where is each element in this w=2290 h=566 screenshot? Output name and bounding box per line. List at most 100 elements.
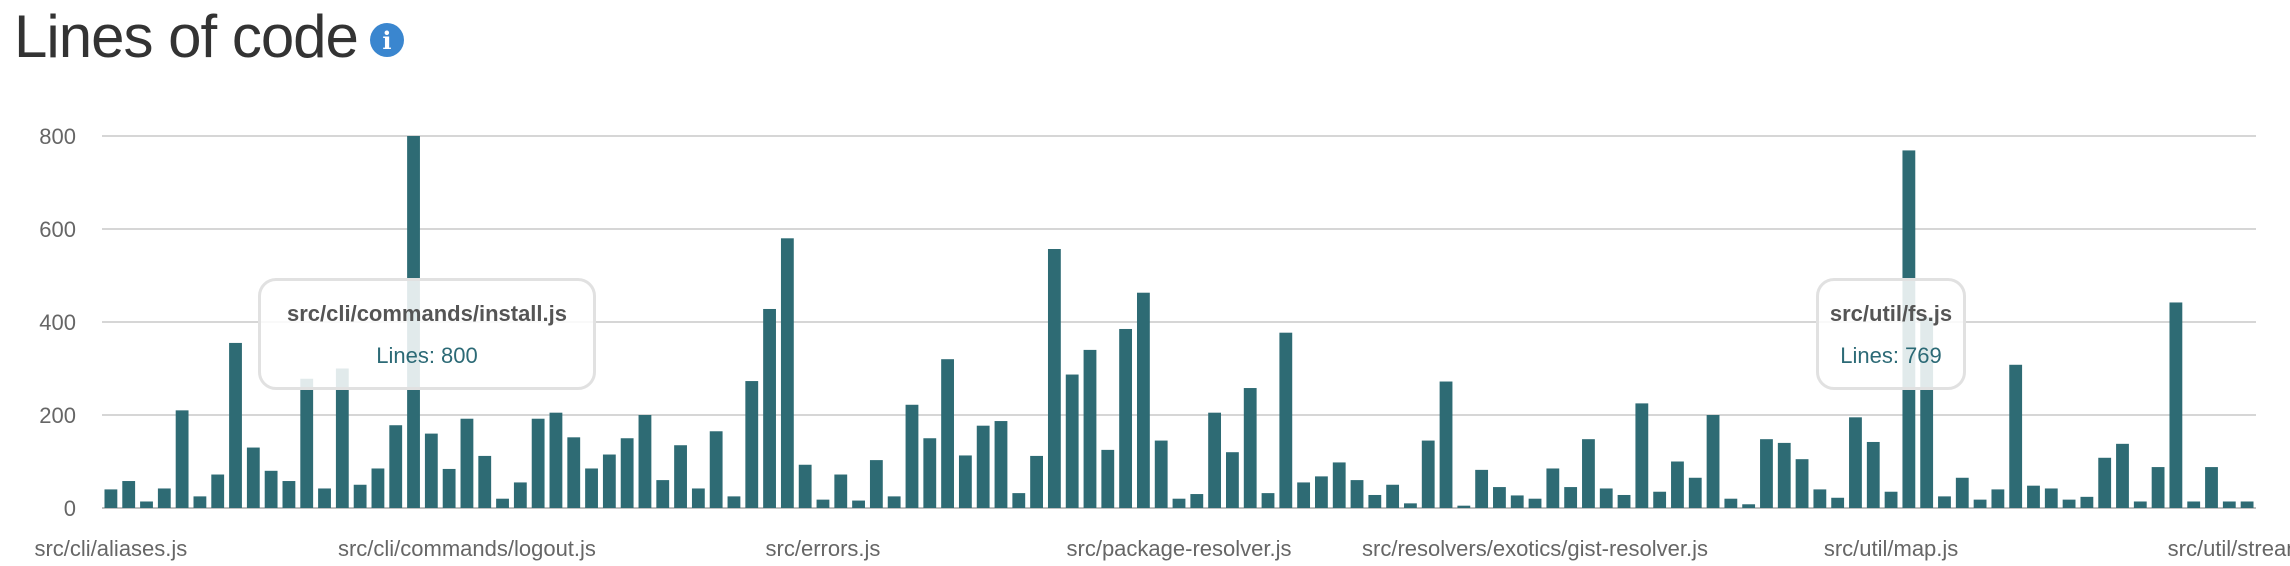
bar[interactable] [531, 418, 545, 508]
bar[interactable] [1047, 249, 1061, 508]
bar[interactable] [1493, 487, 1506, 508]
info-icon[interactable]: i [369, 23, 404, 57]
bar[interactable] [958, 455, 972, 508]
bar[interactable] [1973, 499, 1987, 508]
bar[interactable] [1065, 374, 1079, 508]
bar[interactable] [780, 238, 794, 509]
bar[interactable] [2151, 467, 2165, 508]
bar[interactable] [1866, 441, 1880, 508]
bar[interactable] [2027, 485, 2040, 508]
bar[interactable] [1172, 498, 1186, 508]
bar[interactable] [1261, 493, 1275, 508]
bar[interactable] [1421, 440, 1435, 508]
bar[interactable] [1617, 494, 1631, 508]
bar[interactable] [318, 488, 331, 508]
bar[interactable] [1226, 452, 1239, 508]
bar[interactable] [2133, 501, 2147, 508]
bar[interactable] [104, 489, 118, 508]
bar[interactable] [1101, 449, 1115, 509]
bar[interactable] [175, 410, 189, 508]
bar[interactable] [976, 425, 990, 508]
bar[interactable] [798, 464, 812, 508]
bar[interactable] [2240, 501, 2254, 508]
bar[interactable] [1243, 388, 1257, 508]
bar[interactable] [1439, 381, 1453, 508]
bar[interactable] [638, 415, 652, 508]
bar[interactable] [1279, 332, 1293, 508]
bar[interactable] [1386, 484, 1400, 508]
bar[interactable] [852, 500, 865, 508]
bar[interactable] [763, 308, 776, 508]
bar[interactable] [1760, 439, 1773, 508]
bar[interactable] [389, 425, 403, 508]
bar[interactable] [1742, 504, 1756, 508]
bar[interactable] [1795, 459, 1809, 508]
bar[interactable] [834, 474, 848, 508]
bar[interactable] [1599, 488, 1613, 508]
bar[interactable] [1475, 469, 1489, 508]
bar[interactable] [2169, 302, 2183, 508]
bar[interactable] [2098, 457, 2112, 508]
bar[interactable] [602, 454, 616, 508]
bar[interactable] [460, 418, 474, 508]
bar[interactable] [335, 368, 349, 509]
bar[interactable] [353, 484, 367, 508]
bar[interactable] [994, 421, 1008, 508]
bar[interactable] [1510, 495, 1524, 508]
bar[interactable] [1582, 439, 1595, 508]
bar[interactable] [1208, 412, 1222, 508]
bar[interactable] [282, 481, 296, 508]
bar[interactable] [1315, 476, 1328, 508]
bar[interactable] [1938, 496, 1951, 509]
bar[interactable] [264, 470, 278, 508]
bar[interactable] [816, 499, 830, 508]
bar[interactable] [656, 480, 670, 508]
bar[interactable] [1688, 477, 1702, 508]
bar[interactable] [211, 474, 225, 508]
bar[interactable] [905, 404, 919, 508]
bar[interactable] [887, 496, 901, 509]
bar[interactable] [2205, 467, 2218, 508]
bar[interactable] [371, 468, 385, 508]
bar[interactable] [157, 488, 171, 508]
bar[interactable] [1030, 455, 1043, 508]
bar[interactable] [2187, 501, 2201, 508]
bar[interactable] [1813, 489, 1827, 508]
bar[interactable] [1190, 494, 1204, 508]
bar[interactable] [140, 501, 153, 508]
bar[interactable] [869, 460, 883, 508]
bar[interactable] [246, 447, 260, 508]
bar[interactable] [1777, 442, 1791, 508]
bar[interactable] [620, 438, 634, 508]
bar[interactable] [1136, 292, 1150, 508]
bar[interactable] [2222, 501, 2236, 508]
bar[interactable] [193, 496, 207, 509]
bar[interactable] [2116, 443, 2129, 508]
bar[interactable] [709, 431, 723, 508]
bar[interactable] [1546, 468, 1560, 508]
bar[interactable] [424, 433, 438, 508]
bar[interactable] [923, 438, 937, 508]
bar[interactable] [496, 498, 509, 508]
bar[interactable] [691, 488, 705, 508]
bar[interactable] [1528, 498, 1542, 508]
bar[interactable] [1368, 494, 1382, 508]
bar[interactable] [2080, 496, 2094, 508]
bar[interactable] [1955, 477, 1969, 508]
bar[interactable] [585, 468, 598, 508]
bar[interactable] [1849, 417, 1862, 508]
bar[interactable] [513, 482, 527, 508]
bar[interactable] [549, 412, 563, 508]
bar[interactable] [1991, 489, 2005, 508]
bar[interactable] [941, 359, 954, 508]
bar[interactable] [1012, 493, 1026, 508]
bar[interactable] [2044, 488, 2058, 508]
bar[interactable] [2009, 364, 2023, 508]
bar[interactable] [1564, 487, 1578, 508]
bar[interactable] [1671, 461, 1684, 509]
bar[interactable] [1154, 440, 1168, 508]
bar[interactable] [1297, 482, 1311, 508]
bar[interactable] [1831, 497, 1845, 508]
bar[interactable] [745, 381, 759, 508]
bar[interactable] [2062, 499, 2076, 508]
